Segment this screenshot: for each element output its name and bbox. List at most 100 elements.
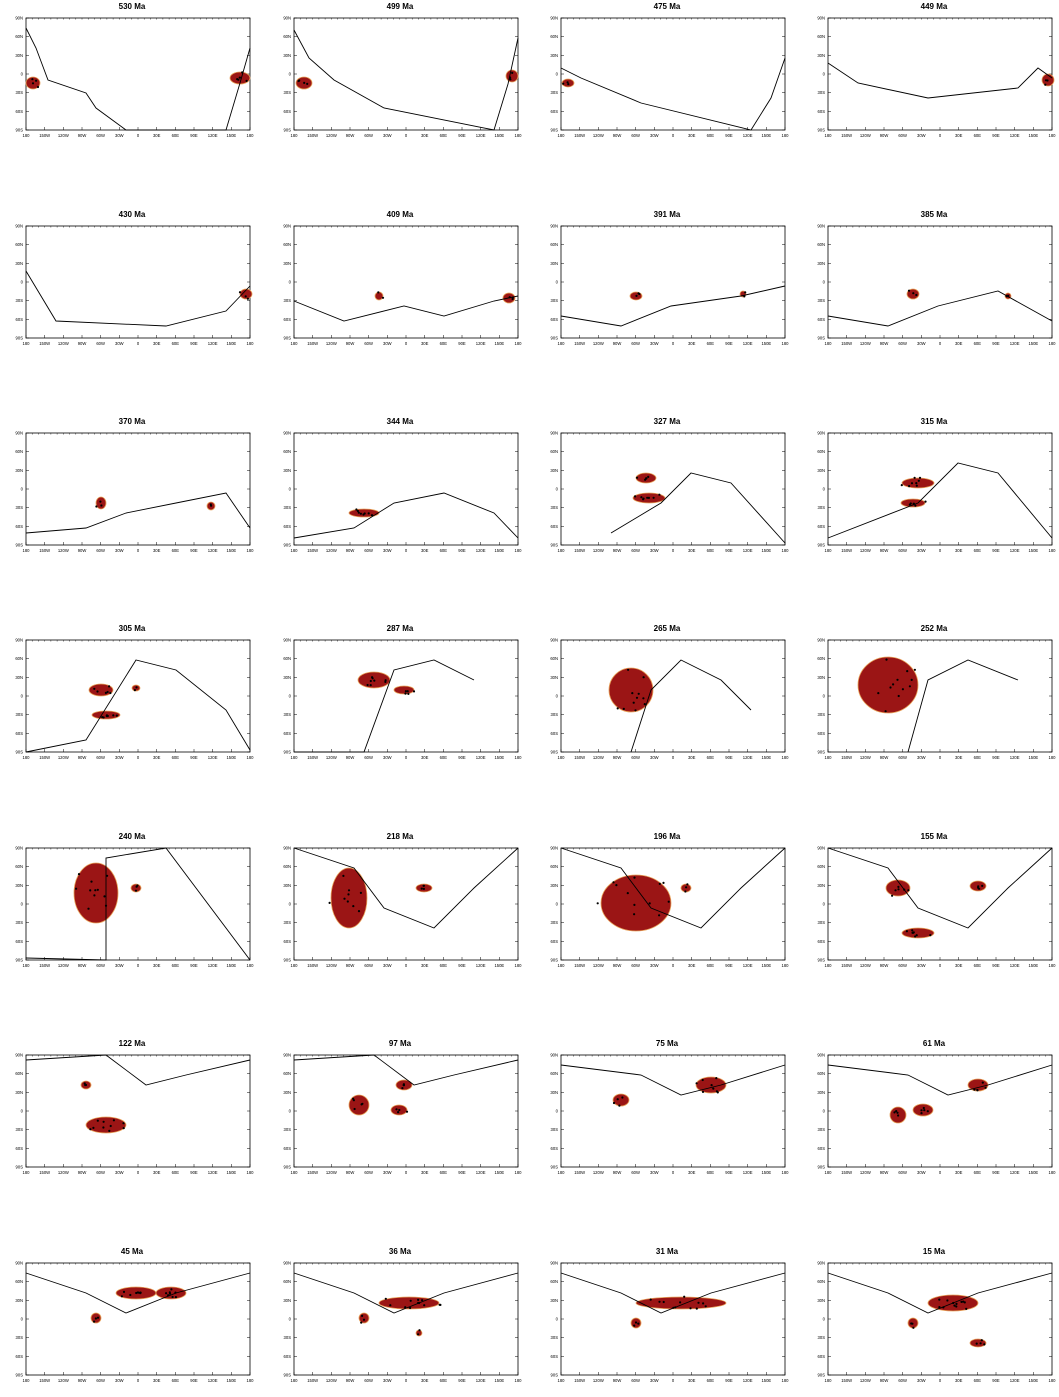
lon-tick-label: 30E bbox=[153, 548, 161, 553]
panel-title: 344 Ma bbox=[386, 417, 414, 426]
fossil-point bbox=[616, 707, 619, 710]
fossil-point bbox=[910, 678, 913, 681]
map-content bbox=[293, 291, 519, 322]
fossil-point bbox=[646, 496, 649, 499]
panel-title: 530 Ma bbox=[118, 2, 146, 11]
lon-tick-label: 0 bbox=[405, 133, 408, 138]
lon-tick-label: 120E bbox=[476, 548, 486, 553]
fossil-point bbox=[915, 293, 918, 297]
lat-tick-label: 90S bbox=[284, 128, 292, 133]
lon-tick-label: 120W bbox=[326, 1170, 337, 1175]
lat-tick-label: 60N bbox=[283, 1071, 291, 1076]
lat-tick-label: 30S bbox=[818, 1335, 826, 1340]
map-panel: 196 Ma 180 150W 120W 90W 60W 30W 0 30E 60E 90E 120E… bbox=[535, 830, 799, 980]
lon-tick-label: 120E bbox=[743, 963, 753, 968]
lon-tick-label: 150W bbox=[307, 963, 318, 968]
lon-tick-label: 150E bbox=[226, 548, 236, 553]
fossil-point bbox=[122, 1127, 125, 1130]
lat-tick-label: 60S bbox=[818, 109, 826, 114]
lon-tick-label: 60W bbox=[364, 1378, 373, 1383]
map-content bbox=[294, 659, 475, 753]
fossil-point bbox=[907, 889, 910, 892]
fossil-point bbox=[952, 1301, 955, 1305]
lat-tick-label: 30S bbox=[818, 712, 826, 717]
map-plot: 180 150W 120W 90W 60W 30W 0 30E 60E 90E 120E 150E 18… bbox=[550, 431, 789, 554]
lon-tick-label: 30E bbox=[153, 963, 161, 968]
fossil-point bbox=[912, 1326, 915, 1329]
lat-tick-label: 90S bbox=[284, 543, 292, 548]
lat-tick-label: 60S bbox=[16, 731, 24, 736]
lat-tick-label: 0 bbox=[21, 1109, 24, 1114]
lon-tick-label: 90E bbox=[725, 755, 733, 760]
coastline bbox=[560, 57, 786, 131]
lon-tick-label: 150E bbox=[1028, 341, 1038, 346]
lon-tick-label: 180 bbox=[247, 1378, 255, 1383]
lat-tick-label: 30N bbox=[283, 1090, 291, 1095]
map-frame bbox=[25, 847, 251, 961]
lon-tick-label: 120E bbox=[208, 755, 218, 760]
lat-tick-label: 30S bbox=[284, 505, 292, 510]
lat-tick-label: 30S bbox=[16, 920, 24, 925]
lon-tick-label: 30E bbox=[153, 133, 161, 138]
map-panel: 385 Ma 180 150W 120W 90W 60W 30W 0 30E 60E 90E 120E… bbox=[802, 208, 1059, 358]
lon-tick-label: 180 bbox=[558, 1378, 566, 1383]
lon-tick-label: 90E bbox=[458, 548, 466, 553]
lon-tick-label: 180 bbox=[825, 755, 833, 760]
fossil-point bbox=[36, 85, 40, 89]
lon-tick-label: 150W bbox=[307, 341, 318, 346]
fossil-point bbox=[120, 1295, 123, 1298]
fossil-point bbox=[984, 1086, 987, 1089]
fossil-point bbox=[923, 1109, 926, 1112]
lon-tick-label: 90E bbox=[725, 548, 733, 553]
lon-tick-label: 60W bbox=[898, 963, 907, 968]
lon-tick-label: 60W bbox=[364, 963, 373, 968]
fossil-point bbox=[209, 503, 212, 506]
lat-tick-label: 90N bbox=[817, 16, 825, 21]
lon-tick-label: 150E bbox=[494, 133, 504, 138]
fossil-point bbox=[237, 78, 240, 81]
fossil-point bbox=[412, 690, 416, 693]
lon-tick-label: 90W bbox=[613, 1378, 622, 1383]
lon-tick-label: 180 bbox=[291, 1170, 299, 1175]
fossil-point bbox=[89, 889, 92, 892]
lon-tick-label: 60W bbox=[364, 341, 373, 346]
map-plot: 180 150W 120W 90W 60W 30W 0 30E 60E 90E 120E 150E 18… bbox=[550, 638, 789, 761]
fossil-point bbox=[420, 887, 423, 890]
fossil-point bbox=[637, 1322, 640, 1325]
lon-tick-label: 0 bbox=[939, 1170, 942, 1175]
fossil-point bbox=[373, 679, 376, 682]
map-content bbox=[560, 57, 786, 131]
map-panel: 61 Ma 180 150W 120W 90W 60W 30W 0 30E 60E 90E 120E 1… bbox=[802, 1037, 1059, 1187]
lat-tick-label: 0 bbox=[289, 72, 292, 77]
lon-tick-label: 120W bbox=[860, 1378, 871, 1383]
lon-tick-label: 30W bbox=[115, 1170, 124, 1175]
fossil-point bbox=[31, 78, 34, 81]
map-content bbox=[25, 659, 251, 753]
fossil-point bbox=[612, 881, 615, 884]
fossil-point bbox=[702, 1302, 705, 1305]
lat-tick-label: 60S bbox=[818, 731, 826, 736]
lon-tick-label: 150E bbox=[494, 755, 504, 760]
lat-tick-label: 30S bbox=[16, 505, 24, 510]
lat-tick-label: 0 bbox=[823, 487, 826, 492]
lon-tick-label: 60W bbox=[631, 133, 640, 138]
lon-tick-label: 30E bbox=[688, 133, 696, 138]
lat-tick-label: 30S bbox=[818, 920, 826, 925]
lon-tick-label: 180 bbox=[515, 963, 523, 968]
fossil-point bbox=[643, 703, 646, 706]
lon-tick-label: 90E bbox=[992, 1170, 1000, 1175]
lon-tick-label: 0 bbox=[672, 341, 675, 346]
lat-tick-label: 30N bbox=[15, 883, 23, 888]
lon-tick-label: 180 bbox=[291, 548, 299, 553]
fossil-point bbox=[897, 888, 900, 891]
lon-tick-label: 120W bbox=[58, 341, 69, 346]
lon-tick-label: 30E bbox=[688, 1170, 696, 1175]
fossil-point bbox=[1044, 79, 1048, 82]
region-blob bbox=[608, 667, 654, 713]
lat-tick-label: 30S bbox=[818, 298, 826, 303]
map-plot: 180 150W 120W 90W 60W 30W 0 30E 60E 90E 120E 150E 18… bbox=[817, 846, 1056, 969]
fossil-point bbox=[102, 1120, 105, 1123]
lon-tick-label: 180 bbox=[1049, 755, 1057, 760]
coastline bbox=[560, 847, 786, 929]
lon-tick-label: 90W bbox=[880, 548, 889, 553]
